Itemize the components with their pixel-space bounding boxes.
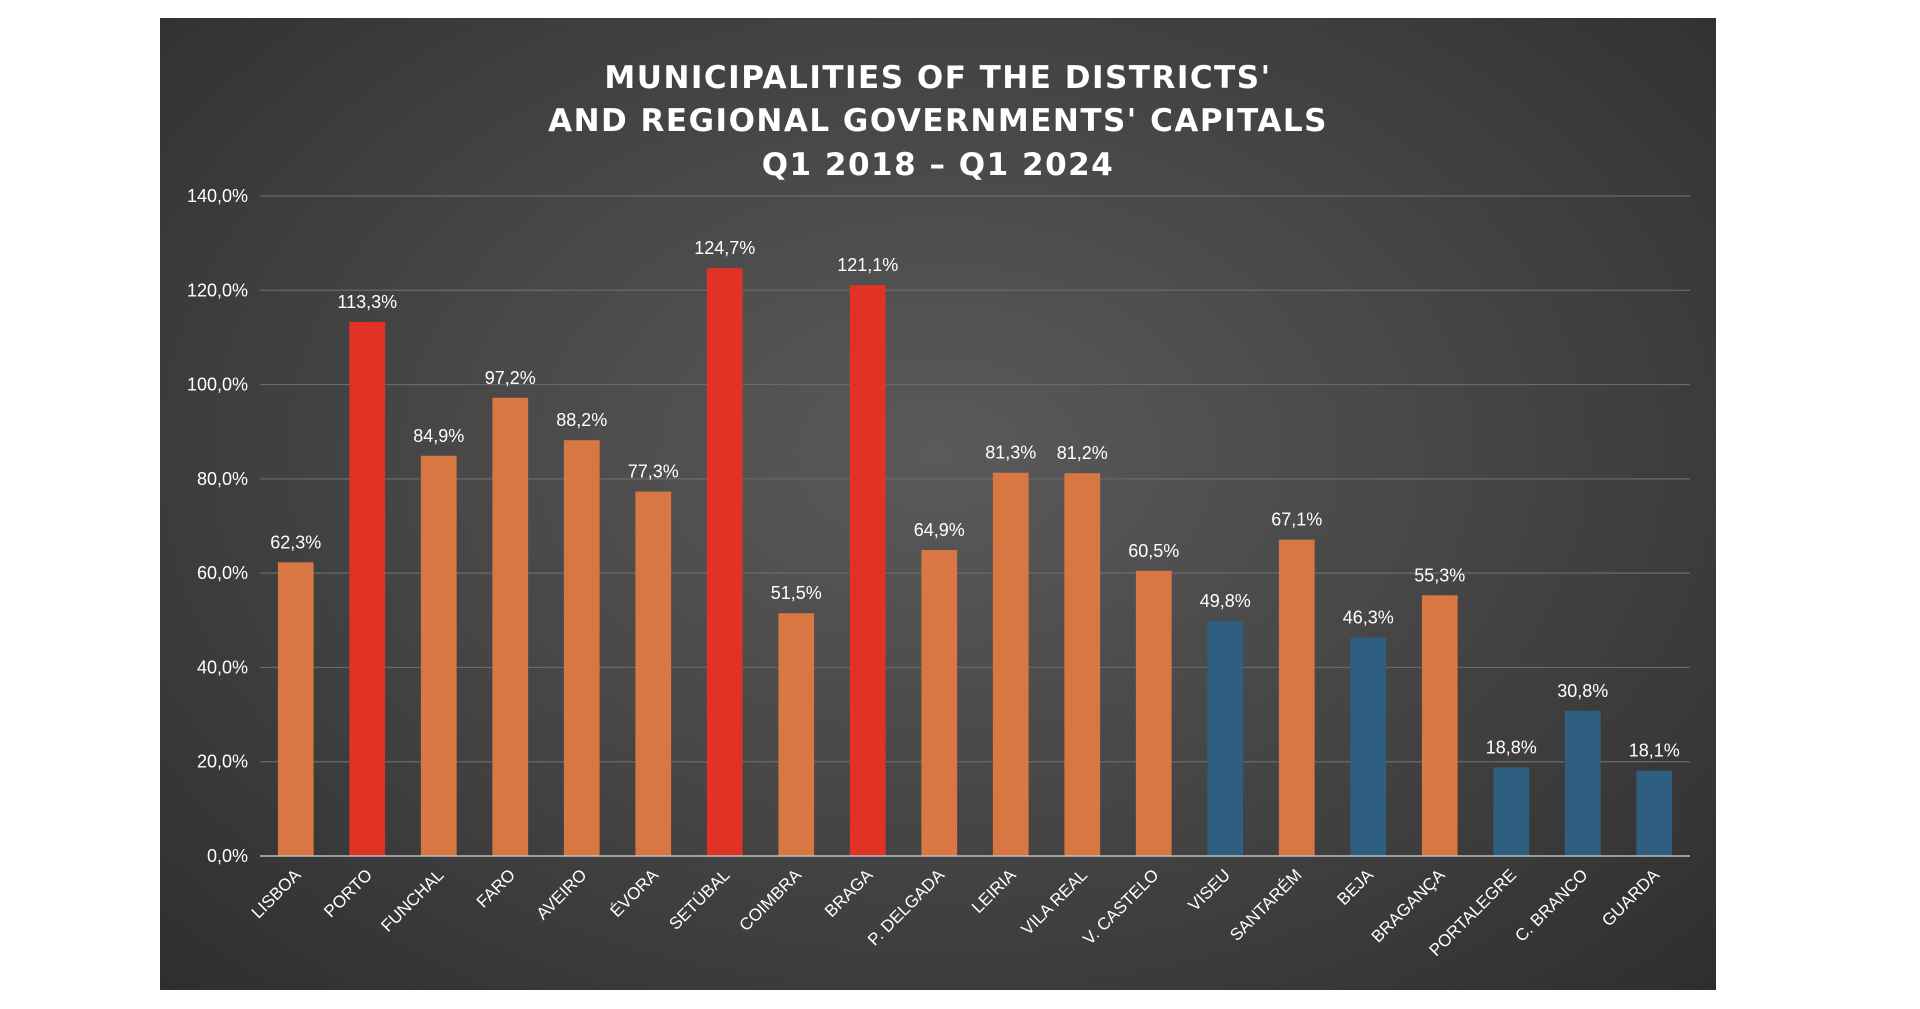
bar-c-branco xyxy=(1564,710,1601,856)
bar-leiria xyxy=(992,472,1029,856)
category-label: AVEIRO xyxy=(533,865,591,923)
y-tick-label: 140,0% xyxy=(187,186,248,206)
data-label: 88,2% xyxy=(556,410,607,430)
category-labels: LISBOA PORTO FUNCHAL FARO AVEIRO ÉVORA SETÚBAL… xyxy=(248,865,1664,960)
category-label: PORTO xyxy=(320,865,376,921)
bar-chart: MUNICIPALITIES OF THE DISTRICTS' AND REGI… xyxy=(187,60,1690,960)
data-label: 55,3% xyxy=(1414,565,1465,585)
data-label: 60,5% xyxy=(1128,541,1179,561)
bar-coimbra xyxy=(778,613,815,856)
data-label: 62,3% xyxy=(270,532,321,552)
y-tick-label: 60,0% xyxy=(197,563,248,583)
data-label: 81,2% xyxy=(1057,443,1108,463)
chart-title: MUNICIPALITIES OF THE DISTRICTS' AND REGI… xyxy=(548,60,1328,183)
category-label: LISBOA xyxy=(248,865,305,922)
data-label: 84,9% xyxy=(413,426,464,446)
bar-bragan-a xyxy=(1421,595,1458,856)
category-label: FARO xyxy=(473,865,519,911)
data-label: 30,8% xyxy=(1557,681,1608,701)
y-tick-label: 0,0% xyxy=(207,846,248,866)
category-label: LEIRIA xyxy=(968,865,1020,917)
category-label: V. CASTELO xyxy=(1079,865,1162,948)
bar-beja xyxy=(1350,637,1387,856)
data-label: 64,9% xyxy=(914,520,965,540)
category-label: SANTARÉM xyxy=(1226,865,1305,944)
bar-lisboa xyxy=(277,562,314,856)
chart-title-line-2: AND REGIONAL GOVERNMENTS' CAPITALS xyxy=(548,103,1328,139)
y-tick-label: 80,0% xyxy=(197,469,248,489)
bar-guarda xyxy=(1636,770,1673,856)
category-label: FUNCHAL xyxy=(377,865,447,935)
bar--vora xyxy=(635,491,672,856)
data-label: 124,7% xyxy=(694,238,755,258)
data-label: 81,3% xyxy=(985,443,1036,463)
category-label: ÉVORA xyxy=(607,865,663,921)
bar-faro xyxy=(492,397,529,856)
data-label: 97,2% xyxy=(485,368,536,388)
chart-panel: MUNICIPALITIES OF THE DISTRICTS' AND REGI… xyxy=(160,18,1716,990)
gridlines xyxy=(260,195,1690,763)
chart-title-line-1: MUNICIPALITIES OF THE DISTRICTS' xyxy=(604,60,1271,96)
category-label: VISEU xyxy=(1185,865,1235,915)
y-tick-label: 120,0% xyxy=(187,280,248,300)
data-label: 18,8% xyxy=(1486,737,1537,757)
bar-viseu xyxy=(1207,621,1244,856)
data-label: 18,1% xyxy=(1629,741,1680,761)
bar-porto xyxy=(349,321,386,856)
data-label: 77,3% xyxy=(628,462,679,482)
bar-aveiro xyxy=(563,440,600,856)
y-axis-ticks: 0,0% 20,0% 40,0% 60,0% 80,0% 100,0% 120,0% 140,… xyxy=(187,186,248,866)
bar-set-bal xyxy=(706,268,743,857)
y-tick-label: 100,0% xyxy=(187,375,248,395)
category-label: COIMBRA xyxy=(736,865,806,935)
data-labels: 62,3% 113,3% 84,9% 97,2% 88,2% 77,3% 124,7% 51,… xyxy=(270,238,1680,761)
data-label: 46,3% xyxy=(1343,608,1394,628)
bars xyxy=(277,268,1673,857)
bar-p-delgada xyxy=(921,550,958,856)
category-label: GUARDA xyxy=(1598,865,1663,930)
category-label: BRAGA xyxy=(821,865,877,921)
bar-braga xyxy=(849,285,886,857)
bar-portalegre xyxy=(1493,767,1530,856)
bar-vila-real xyxy=(1064,473,1101,856)
chart-title-line-3: Q1 2018 – Q1 2024 xyxy=(762,147,1115,183)
y-tick-label: 40,0% xyxy=(197,657,248,677)
bar-funchal xyxy=(420,455,457,856)
category-label: SETÚBAL xyxy=(665,865,733,933)
category-label: C. BRANCO xyxy=(1511,865,1591,945)
data-label: 113,3% xyxy=(337,292,397,312)
data-label: 49,8% xyxy=(1200,591,1251,611)
category-label: P. DELGADA xyxy=(864,865,949,950)
y-tick-label: 20,0% xyxy=(197,752,248,772)
category-label: BEJA xyxy=(1334,865,1378,909)
category-label: VILA REAL xyxy=(1017,865,1091,939)
data-label: 67,1% xyxy=(1271,510,1322,530)
data-label: 51,5% xyxy=(771,583,822,603)
data-label: 121,1% xyxy=(837,255,898,275)
bar-v-castelo xyxy=(1135,570,1172,856)
bar-santar-m xyxy=(1278,539,1315,856)
